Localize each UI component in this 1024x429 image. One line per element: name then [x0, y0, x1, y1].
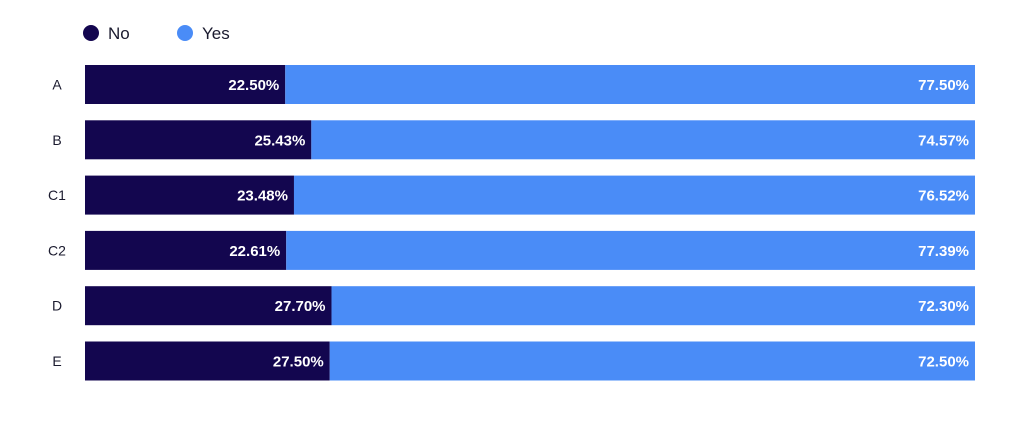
data-label-yes: 76.52% [918, 188, 969, 205]
bar-segment-no [85, 175, 294, 215]
bar-segment-no [85, 286, 332, 326]
category-label: B [52, 132, 61, 148]
category-label: E [52, 353, 61, 369]
category-label: A [52, 77, 62, 93]
category-label: D [52, 298, 62, 314]
data-label-no: 27.50% [273, 354, 324, 371]
category-label: C1 [48, 187, 66, 203]
bar-row-a: A 22.50% 77.50% [52, 65, 975, 104]
data-label-no: 22.50% [228, 77, 279, 94]
data-label-yes: 77.39% [918, 243, 969, 260]
legend-marker-no [83, 25, 99, 41]
bar-segment-no [85, 65, 286, 104]
bar-segment-no [85, 120, 312, 160]
bar-segment-yes [285, 65, 975, 104]
bar-row-b: B 25.43% 74.57% [52, 120, 975, 160]
data-label-no: 22.61% [229, 243, 280, 260]
category-label: C2 [48, 242, 66, 258]
bar-segment-yes [311, 120, 975, 160]
legend-marker-yes [177, 25, 193, 41]
legend: No Yes [83, 24, 230, 43]
bar-row-c2: C2 22.61% 77.39% [48, 230, 975, 270]
data-label-no: 27.70% [275, 298, 326, 315]
bar-segment-yes [293, 175, 975, 215]
data-label-yes: 72.30% [918, 298, 969, 315]
bar-segment-no [85, 230, 287, 270]
plot-area: A 22.50% 77.50% B 25.43% 74.57% C1 23.48% 76.52%… [48, 65, 975, 381]
bar-row-c1: C1 23.48% 76.52% [48, 175, 975, 215]
legend-label-yes: Yes [202, 24, 230, 43]
bar-segment-yes [286, 230, 975, 270]
bar-row-d: D 27.70% 72.30% [52, 286, 975, 326]
bar-segment-yes [329, 341, 975, 381]
data-label-no: 25.43% [254, 132, 305, 149]
data-label-yes: 77.50% [918, 77, 969, 94]
data-label-yes: 72.50% [918, 354, 969, 371]
bar-segment-no [85, 341, 330, 381]
bar-segment-yes [331, 286, 975, 326]
data-label-no: 23.48% [237, 188, 288, 205]
legend-label-no: No [108, 24, 130, 43]
bar-row-e: E 27.50% 72.50% [52, 341, 975, 381]
data-label-yes: 74.57% [918, 132, 969, 149]
